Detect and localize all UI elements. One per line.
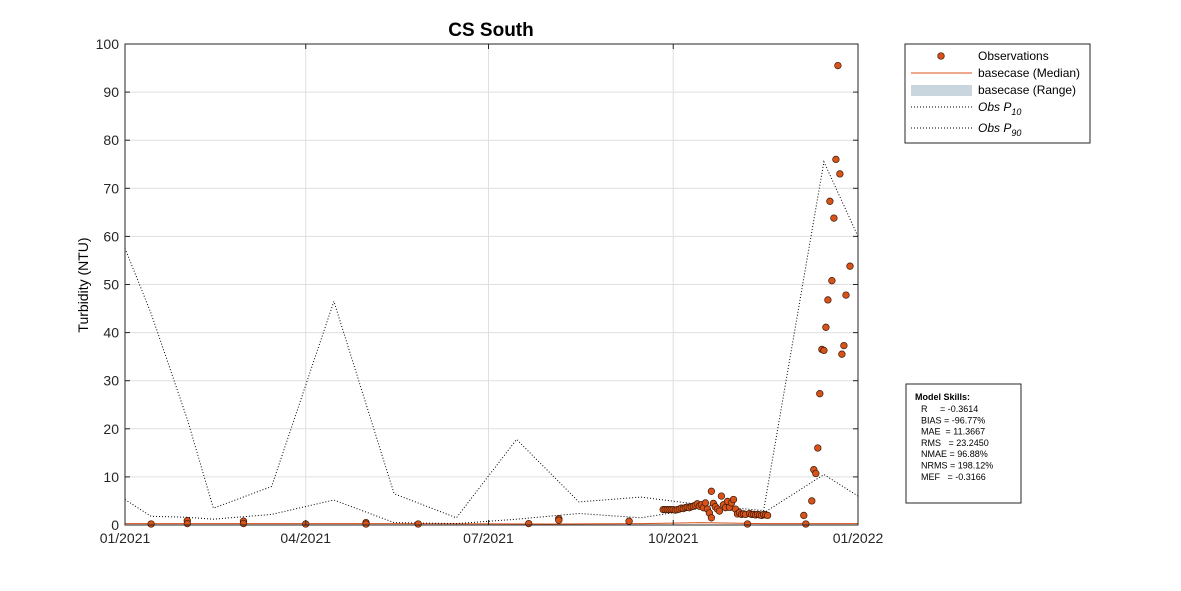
x-tick-label: 10/2021 <box>648 530 699 546</box>
observation-point <box>834 61 842 70</box>
y-tick-label: 40 <box>103 325 119 341</box>
observation-point <box>840 341 848 350</box>
skills-line: NMAE = 96.88% <box>921 449 988 459</box>
x-tick-label: 01/2021 <box>100 530 151 546</box>
observation-point <box>812 469 820 478</box>
skills-line: R = -0.3614 <box>921 404 978 414</box>
observation-point <box>822 323 830 331</box>
y-tick-label: 20 <box>103 421 119 437</box>
observation-point <box>729 495 738 504</box>
observation-point <box>842 291 850 299</box>
observation-point <box>239 519 248 528</box>
legend[interactable]: Observations basecase (Median) basecase (R… <box>904 43 1091 144</box>
legend-marker-observations <box>937 52 945 60</box>
observation-point <box>717 492 726 500</box>
observation-point <box>830 214 838 222</box>
skills-line: MEF = -0.3166 <box>921 472 986 482</box>
observation-point <box>701 499 710 507</box>
observation-point <box>707 487 716 495</box>
legend-label: Obs P10 <box>978 100 1021 117</box>
legend-items: Observations basecase (Median) basecase (R… <box>911 49 1080 138</box>
chart-title: CS South <box>448 20 534 41</box>
x-tick-label: 07/2021 <box>463 530 514 546</box>
observation-point <box>625 517 633 525</box>
y-tick-label: 30 <box>103 373 119 389</box>
observation-point <box>525 519 533 528</box>
skills-line: BIAS = -96.77% <box>921 415 985 425</box>
y-tick-label: 10 <box>103 469 119 485</box>
observation-point <box>838 350 846 358</box>
observation-point <box>808 497 816 505</box>
observation-point <box>183 519 191 528</box>
observation-point <box>814 444 822 452</box>
skills-line: RMS = 23.2450 <box>921 438 989 448</box>
skills-title: Model Skills: <box>915 392 970 402</box>
x-tick-label: 01/2022 <box>833 530 884 546</box>
observation-point <box>846 262 854 270</box>
observation-point <box>715 507 724 515</box>
plot-series <box>124 61 859 528</box>
y-tick-label: 80 <box>103 132 119 148</box>
y-tick-label: 50 <box>103 277 119 293</box>
observation-point <box>832 155 840 164</box>
observation-point <box>826 197 834 205</box>
y-tick-label: 90 <box>103 84 119 100</box>
observation-point <box>824 296 832 304</box>
legend-swatch-range <box>911 85 972 96</box>
observation-point <box>816 390 824 398</box>
observation-point <box>147 520 155 528</box>
y-tick-label: 70 <box>103 180 119 196</box>
axes: 0 10 20 30 40 50 60 70 80 90 100 01/2021 04/2021 07/2… <box>96 36 884 546</box>
skills-frame <box>905 383 1022 504</box>
observation-point <box>836 170 844 178</box>
x-tick-label: 04/2021 <box>280 530 331 546</box>
observation-point <box>362 520 370 528</box>
observation-point <box>828 277 836 285</box>
observation-point <box>743 520 752 528</box>
skills-line: MAE = 11.3667 <box>921 427 985 437</box>
legend-label: Obs P90 <box>978 121 1021 138</box>
y-tick-label: 60 <box>103 228 119 244</box>
legend-label: Observations <box>978 49 1049 63</box>
grid <box>125 44 858 525</box>
observation-point <box>555 516 563 524</box>
legend-label: basecase (Range) <box>978 83 1076 97</box>
y-tick-label: 100 <box>96 36 120 52</box>
series-line <box>125 522 858 525</box>
observation-point <box>414 520 422 528</box>
observation-point <box>800 511 808 520</box>
y-axis-label: Turbidity (NTU) <box>75 237 91 332</box>
y-tick-label: 0 <box>111 517 119 533</box>
observation-point <box>820 346 828 355</box>
series-line <box>124 160 859 519</box>
skills-line: NRMS = 198.12% <box>921 461 993 471</box>
observation-point <box>763 511 772 520</box>
observation-point <box>802 520 810 528</box>
legend-label: basecase (Median) <box>978 66 1080 80</box>
observation-point <box>707 514 716 522</box>
